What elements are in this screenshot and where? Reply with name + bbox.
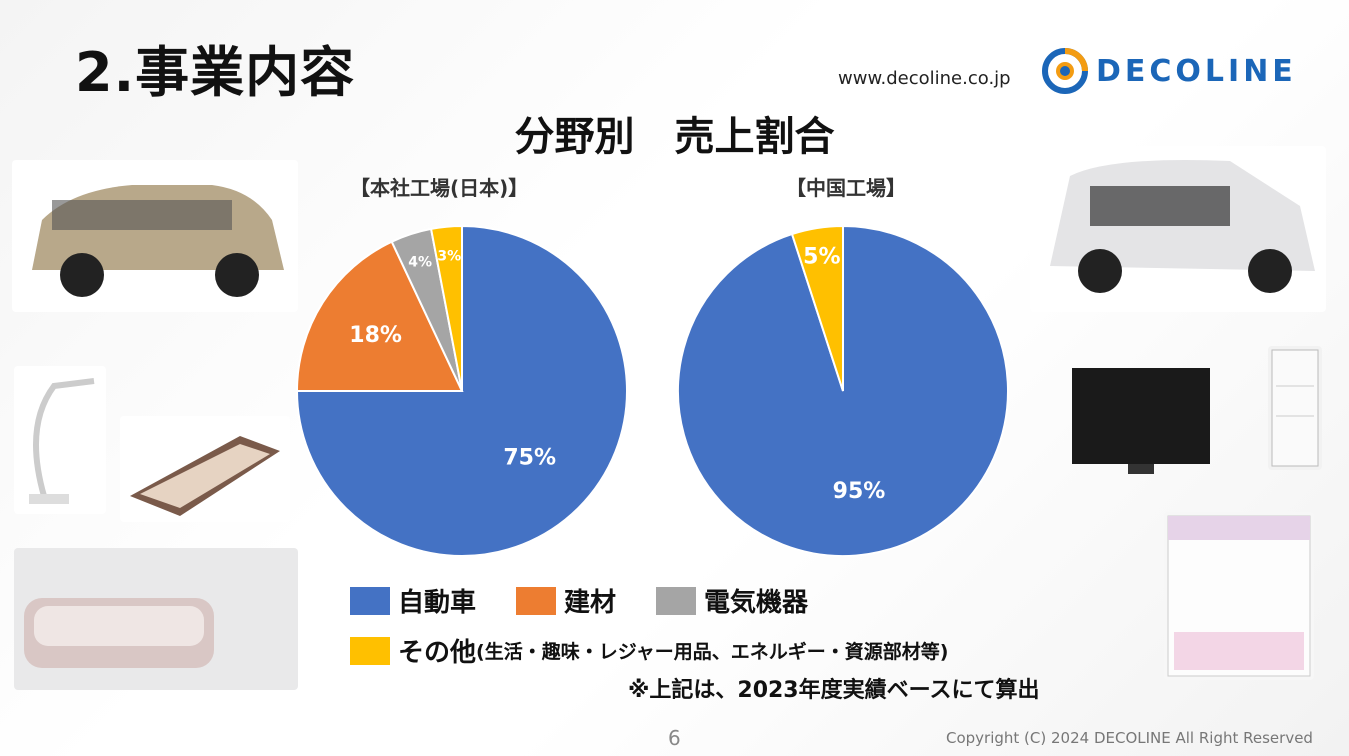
legend-label: 建材 [564, 588, 617, 618]
legend-swatch [350, 586, 390, 615]
pie-slice-1-1 [790, 224, 844, 392]
pie-label-1-0: 95% [833, 479, 886, 504]
logo-wordmark: DECOLINE [1096, 53, 1297, 89]
pie-slice-0-0 [295, 224, 628, 557]
ufo-catcher-photo [1164, 512, 1314, 680]
suv-car-photo [12, 160, 298, 312]
pie-label-0-2: 4% [408, 254, 432, 270]
legend-item-automobile: 自動車 [350, 582, 476, 619]
site-url[interactable]: www.decoline.co.jp [838, 68, 1011, 89]
legend-swatch [350, 636, 390, 665]
calculation-note: ※上記は、2023年度実績ベースにて算出 [628, 678, 1040, 703]
copyright: Copyright (C) 2024 DECOLINE All Right Re… [946, 729, 1313, 747]
legend-label: 電気機器 [704, 588, 809, 618]
legend-label: その他 [398, 638, 477, 668]
legend-item-other: その他 (生活・趣味・レジャー用品、エネルギー・資源部材等) [350, 632, 948, 669]
television-photo [1068, 364, 1214, 480]
page-number: 6 [668, 726, 681, 750]
page-title: 2.事業内容 [75, 41, 356, 104]
pie-label-0-3: 3% [437, 248, 461, 264]
pie-chart-china: 95% 5% [677, 224, 1009, 557]
minivan-photo [1030, 146, 1326, 312]
legend-swatch [656, 586, 697, 615]
desk-lamp-photo [14, 366, 106, 514]
company-logo: DECOLINE [1042, 46, 1302, 96]
legend-label: 自動車 [398, 588, 477, 618]
massage-mat-photo [120, 416, 290, 522]
pie-label-0-1: 18% [349, 323, 402, 348]
legend-other-note: (生活・趣味・レジャー用品、エネルギー・資源部材等) [476, 641, 949, 663]
pie-label-0-0: 75% [503, 446, 556, 471]
legend-swatch [516, 586, 557, 615]
pie-slice-0-1 [295, 240, 464, 392]
legend-row-other: その他 (生活・趣味・レジャー用品、エネルギー・資源部材等) [350, 632, 988, 669]
chart-title-china: 【中国工場】 [786, 176, 906, 200]
chart-heading: 分野別 売上割合 [514, 114, 835, 160]
display-fridge-photo [1268, 346, 1322, 470]
pie-charts: 75% 18% 4% 3% 95% 5% [295, 224, 1009, 557]
chart-title-japan: 【本社工場(日本)】 [350, 176, 529, 200]
pie-chart-japan: 75% 18% 4% 3% [295, 224, 628, 557]
pie-label-1-1: 5% [803, 244, 840, 269]
bathtub-photo [14, 548, 298, 690]
decoline-logo-icon [1042, 48, 1088, 94]
legend-item-electrical: 電気機器 [656, 582, 808, 619]
legend-item-building-materials: 建材 [516, 582, 616, 619]
pie-slice-0-3 [429, 224, 463, 392]
legend: 自動車 建材 電気機器 [350, 582, 848, 619]
